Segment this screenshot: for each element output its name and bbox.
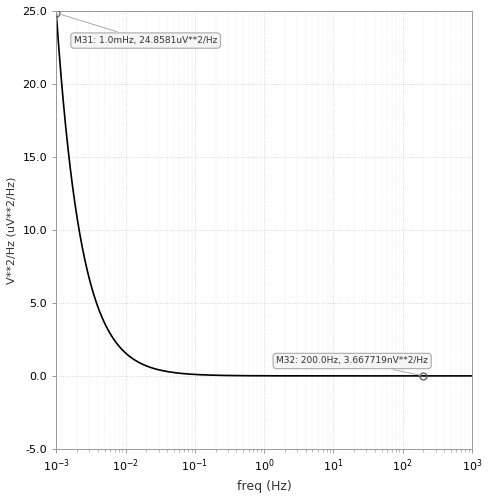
Text: M32: 200.0Hz, 3.667719nV**2/Hz: M32: 200.0Hz, 3.667719nV**2/Hz [276, 356, 427, 376]
X-axis label: freq (Hz): freq (Hz) [236, 480, 291, 493]
Y-axis label: V**2/Hz (uV**2/Hz): V**2/Hz (uV**2/Hz) [7, 176, 17, 284]
Text: M31: 1.0mHz, 24.8581uV**2/Hz: M31: 1.0mHz, 24.8581uV**2/Hz [59, 14, 217, 45]
